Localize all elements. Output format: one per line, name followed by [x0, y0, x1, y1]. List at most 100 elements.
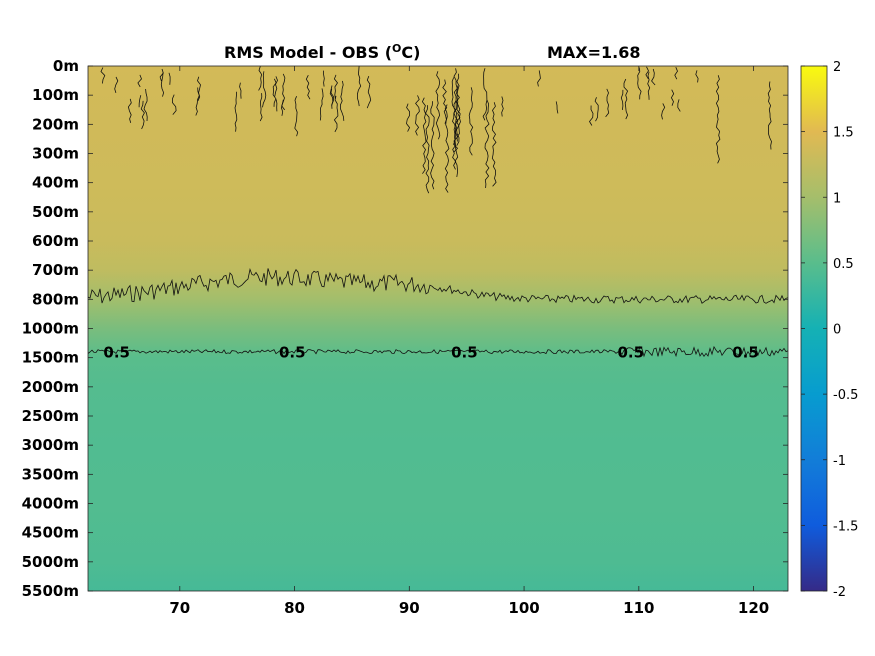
contour-strand — [605, 88, 610, 118]
colorbar-tick-label: -0.5 — [833, 388, 858, 403]
contour-strand — [366, 75, 372, 109]
contour-strand — [442, 79, 448, 124]
heatmap-field — [88, 66, 788, 591]
colorbar-tick-label: -1.5 — [833, 519, 858, 534]
contour-strand — [435, 71, 441, 140]
contour-strand — [651, 68, 656, 86]
contour-strand — [491, 102, 497, 187]
contour-strand — [674, 67, 678, 80]
contour-strand — [137, 74, 142, 88]
colorbar-tick-label: 1.5 — [833, 126, 854, 141]
y-tick-label: 4000m — [22, 495, 79, 513]
contour-strand — [305, 75, 311, 100]
chart-title: RMS Model - OBS (OC) — [224, 42, 420, 62]
chart-title-unit: C) — [401, 43, 420, 62]
contour-strand — [647, 71, 651, 100]
y-tick-label: 800m — [32, 290, 79, 308]
contour-strand — [275, 99, 278, 112]
contour-line-1 — [88, 267, 788, 304]
contour-strand — [453, 100, 459, 178]
colorbar-tick-label: -2 — [833, 585, 846, 600]
contour-label: 0.5 — [617, 344, 644, 362]
contour-strand — [484, 99, 490, 189]
contour-label: 0.5 — [451, 344, 478, 362]
contour-strand — [330, 88, 335, 109]
contour-labels: 0.5 0.5 0.5 0.5 0.5 — [103, 344, 758, 362]
x-tick-label: 80 — [284, 599, 305, 617]
contour-lines — [88, 66, 788, 358]
y-axis: 0m 100m 200m 300m 400m 500m 600m 700m 800m 1000m 1… — [22, 57, 788, 600]
contour-strand — [339, 80, 345, 121]
chart-max-label: MAX=1.68 — [547, 43, 641, 62]
contour-strand — [280, 99, 284, 116]
y-tick-label: 2500m — [22, 407, 79, 425]
contour-strand — [501, 96, 504, 117]
y-tick-label: 400m — [32, 174, 79, 192]
chart-title-main: RMS Model - OBS ( — [224, 43, 392, 62]
contour-strand — [430, 101, 435, 190]
contour-strand — [623, 78, 629, 120]
y-tick-label: 3500m — [22, 465, 79, 483]
contour-strand — [594, 97, 599, 122]
contour-strand — [456, 73, 461, 146]
contour-strand — [555, 101, 559, 114]
contour-label: 0.5 — [103, 344, 130, 362]
y-tick-label: 4500m — [22, 524, 79, 542]
contour-strand — [143, 88, 148, 122]
colorbar-tick-label: 1 — [833, 191, 841, 206]
contour-strand — [258, 66, 263, 91]
contour-strand — [620, 89, 624, 110]
contour-strand — [195, 87, 200, 116]
contour-strand — [262, 71, 267, 108]
contour-strand — [171, 94, 177, 115]
contour-strand — [357, 66, 362, 107]
contour-strand — [715, 75, 721, 164]
contour-strand — [677, 99, 681, 112]
colorbar-ticks: 2 1.5 1 0.5 0 -0.5 -1 -1.5 -2 — [801, 60, 858, 600]
contour-strand — [160, 72, 165, 97]
contour-strand — [670, 89, 675, 106]
contour-strand — [114, 76, 119, 94]
colorbar-tick-label: -1 — [833, 454, 846, 469]
plot-area — [88, 66, 788, 591]
contour-strand — [138, 95, 142, 108]
contour-strand — [451, 77, 457, 170]
contour-strand — [645, 66, 649, 80]
contour-strand — [589, 105, 594, 126]
y-tick-label: 300m — [32, 145, 79, 163]
y-tick-label: 0m — [53, 57, 79, 75]
contour-strand — [637, 67, 642, 100]
contour-label: 0.5 — [732, 344, 759, 362]
contour-strand — [259, 93, 263, 122]
y-tick-label: 1500m — [22, 349, 79, 367]
y-tick-label: 2000m — [22, 378, 79, 396]
x-tick-label: 90 — [399, 599, 420, 617]
colorbar-tick-label: 2 — [833, 60, 841, 75]
y-tick-label: 5000m — [22, 553, 79, 571]
contour-strand — [468, 87, 474, 156]
chart-title-unit-sup: O — [392, 42, 401, 55]
contour-strand — [140, 100, 145, 130]
colorbar-tick-label: 0.5 — [833, 257, 854, 272]
x-tick-label: 120 — [738, 599, 769, 617]
contour-strand — [482, 68, 488, 121]
contour-strand — [319, 88, 324, 121]
y-tick-label: 600m — [32, 232, 79, 250]
contour-strand — [406, 103, 411, 132]
contour-strand — [661, 103, 666, 120]
x-tick-label: 110 — [623, 599, 654, 617]
x-tick-label: 100 — [508, 599, 539, 617]
x-tick-label: 70 — [169, 599, 190, 617]
colorbar: 2 1.5 1 0.5 0 -0.5 -1 -1.5 -2 — [800, 60, 858, 600]
contour-strand — [168, 72, 171, 85]
y-tick-label: 1000m — [22, 320, 79, 338]
contour-strand — [537, 70, 541, 87]
y-tick-label: 100m — [32, 86, 79, 104]
contour-strand — [323, 70, 325, 87]
contour-strand — [294, 96, 299, 137]
contour-label: 0.5 — [279, 344, 306, 362]
y-tick-label: 200m — [32, 115, 79, 133]
contour-strand — [100, 67, 106, 84]
contour-strand — [127, 98, 132, 124]
